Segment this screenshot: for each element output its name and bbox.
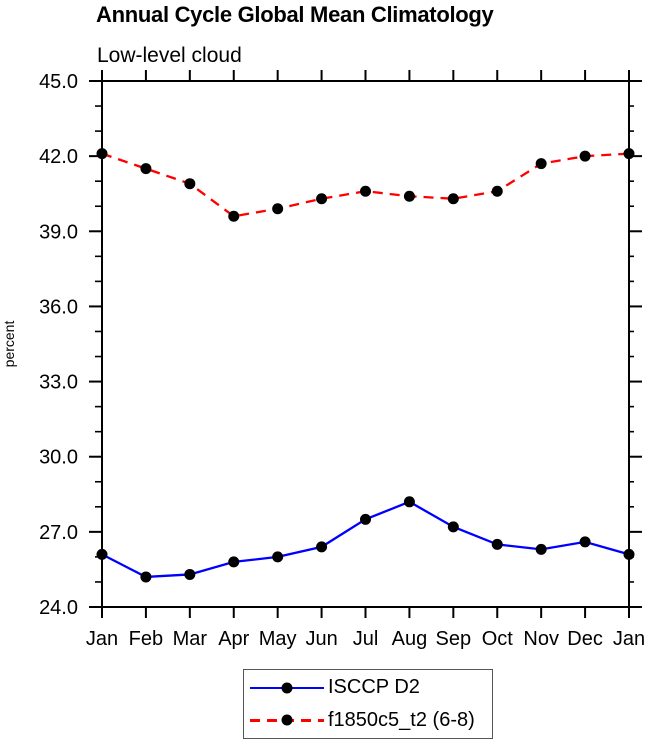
y-axis-tick-label: 45.0 bbox=[39, 71, 78, 93]
data-point-marker-1 bbox=[535, 158, 547, 170]
x-axis-month-label: Feb bbox=[129, 628, 163, 650]
y-axis-tick-label: 36.0 bbox=[39, 296, 78, 318]
x-axis-month-label: Mar bbox=[173, 628, 208, 650]
x-axis-month-label: Jul bbox=[353, 628, 379, 650]
legend-marker-dot-icon bbox=[281, 682, 293, 694]
x-axis-month-label: Jan bbox=[86, 628, 118, 650]
data-point-marker-1 bbox=[184, 178, 196, 190]
x-axis-month-label: Apr bbox=[218, 628, 249, 650]
data-point-marker-1 bbox=[272, 203, 284, 215]
chart-title: Annual Cycle Global Mean Climatology bbox=[96, 2, 494, 27]
data-point-marker-1 bbox=[140, 163, 152, 175]
data-point-marker-1 bbox=[623, 148, 635, 160]
x-axis-month-label: Sep bbox=[436, 628, 472, 650]
data-point-marker-0 bbox=[184, 568, 196, 580]
y-axis-tick-label: 24.0 bbox=[39, 597, 78, 619]
data-point-marker-1 bbox=[228, 210, 240, 222]
data-point-marker-0 bbox=[228, 556, 240, 568]
data-point-marker-1 bbox=[491, 185, 503, 197]
legend-sample-red-dashed bbox=[250, 713, 324, 727]
chart-svg: 24.0 27.0 30.0 33.0 36.0 39.0 42.0 45.0 Jan Feb Ma… bbox=[1, 70, 645, 650]
data-point-marker-0 bbox=[623, 548, 635, 560]
data-point-marker-0 bbox=[360, 513, 371, 525]
x-axis-month-label: Oct bbox=[482, 628, 514, 650]
data-point-marker-0 bbox=[403, 496, 415, 508]
y-axis-title: percent bbox=[1, 321, 17, 368]
x-axis-month-label: Jun bbox=[305, 628, 337, 650]
data-point-marker-0 bbox=[447, 521, 459, 533]
data-point-marker-1 bbox=[403, 190, 415, 202]
legend-label-f1850c5-t2: f1850c5_t2 (6-8) bbox=[328, 708, 475, 731]
data-point-marker-0 bbox=[272, 551, 284, 563]
data-point-marker-0 bbox=[535, 543, 547, 555]
data-point-marker-1 bbox=[316, 193, 328, 205]
data-point-marker-0 bbox=[579, 536, 591, 548]
y-axis-tick-label: 27.0 bbox=[39, 522, 78, 544]
x-axis-month-label: Dec bbox=[567, 628, 603, 650]
data-point-marker-0 bbox=[491, 538, 503, 550]
data-point-marker-0 bbox=[316, 541, 328, 553]
y-axis-tick-label: 39.0 bbox=[39, 221, 78, 243]
plot-area: 24.0 27.0 30.0 33.0 36.0 39.0 42.0 45.0 Jan Feb Ma… bbox=[1, 70, 645, 650]
series-line-0 bbox=[101, 500, 630, 579]
y-axis-tick-label: 42.0 bbox=[39, 146, 78, 168]
data-point-marker-0 bbox=[140, 571, 152, 583]
data-point-marker-1 bbox=[96, 148, 108, 160]
legend-sample-blue-solid bbox=[250, 681, 324, 695]
x-axis-month-label: May bbox=[259, 628, 297, 650]
series-line-1 bbox=[101, 152, 630, 218]
data-point-marker-0 bbox=[96, 548, 108, 560]
y-axis-tick-label: 30.0 bbox=[39, 447, 78, 469]
chart-subtitle: Low-level cloud bbox=[97, 44, 242, 67]
y-axis-tick-label: 33.0 bbox=[39, 372, 78, 394]
x-axis-month-label: Aug bbox=[392, 628, 428, 650]
legend-item-f1850c5-t2: f1850c5_t2 (6-8) bbox=[244, 705, 492, 735]
data-point-marker-1 bbox=[579, 150, 591, 162]
plot-frame bbox=[101, 80, 630, 608]
legend-box: ISCCP D2 f1850c5_t2 (6-8) bbox=[243, 669, 493, 739]
data-point-marker-1 bbox=[360, 185, 371, 197]
legend-marker-dot-icon bbox=[281, 714, 293, 726]
legend-item-isccp-d2: ISCCP D2 bbox=[244, 673, 492, 703]
x-axis-month-label: Nov bbox=[523, 628, 559, 650]
data-point-marker-1 bbox=[447, 193, 459, 205]
legend-label-isccp-d2: ISCCP D2 bbox=[328, 676, 420, 699]
x-axis-month-label: Jan bbox=[613, 628, 645, 650]
